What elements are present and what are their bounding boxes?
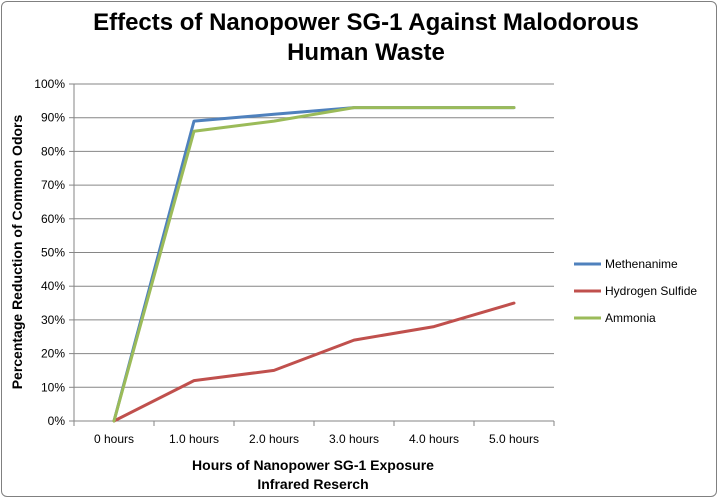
y-tick-label: 60% (41, 212, 65, 226)
series-line-ammonia (112, 106, 516, 423)
x-axis-ticks: 0 hours 1.0 hours 2.0 hours 3.0 hours 4.0 ho… (73, 421, 555, 446)
x-tick-label: 5.0 hours (489, 432, 539, 446)
y-axis-ticks: 0% 10% 20% 30% 40% 50% 60% 70% 80% 90% 100% (34, 77, 74, 428)
y-tick-label: 80% (41, 144, 65, 158)
y-tick-label: 90% (41, 111, 65, 125)
legend-label: Methenanime (605, 257, 678, 271)
y-tick-label: 100% (34, 77, 65, 91)
x-axis-title-line-2: Infrared Reserch (257, 476, 368, 492)
x-tick-label: 4.0 hours (409, 432, 459, 446)
x-tick-label: 2.0 hours (249, 432, 299, 446)
y-tick-label: 70% (41, 178, 65, 192)
y-tick-label: 40% (41, 279, 65, 293)
gridlines (74, 83, 554, 388)
x-tick-label: 3.0 hours (329, 432, 379, 446)
y-tick-label: 10% (41, 380, 65, 394)
y-tick-label: 50% (41, 246, 65, 260)
chart-title-line-1: Effects of Nanopower SG-1 Against Malodo… (93, 9, 639, 36)
legend: Methenanime Hydrogen Sulfide Ammonia (574, 257, 697, 325)
y-axis-title: Percentage Reduction of Common Odors (9, 114, 25, 389)
chart-title-line-2: Human Waste (287, 39, 445, 66)
x-axis-title-line-1: Hours of Nanopower SG-1 Exposure (192, 457, 434, 473)
legend-label: Hydrogen Sulfide (605, 284, 697, 298)
series-line-hydrogen-sulfide (112, 301, 516, 423)
axes (73, 84, 554, 422)
series-lines (112, 106, 516, 423)
x-tick-label: 1.0 hours (169, 432, 219, 446)
y-tick-label: 30% (41, 313, 65, 327)
series-line-methenanime (112, 106, 516, 423)
y-tick-label: 0% (48, 414, 66, 428)
x-tick-label: 0 hours (94, 432, 134, 446)
legend-label: Ammonia (605, 311, 656, 325)
y-tick-label: 20% (41, 347, 65, 361)
